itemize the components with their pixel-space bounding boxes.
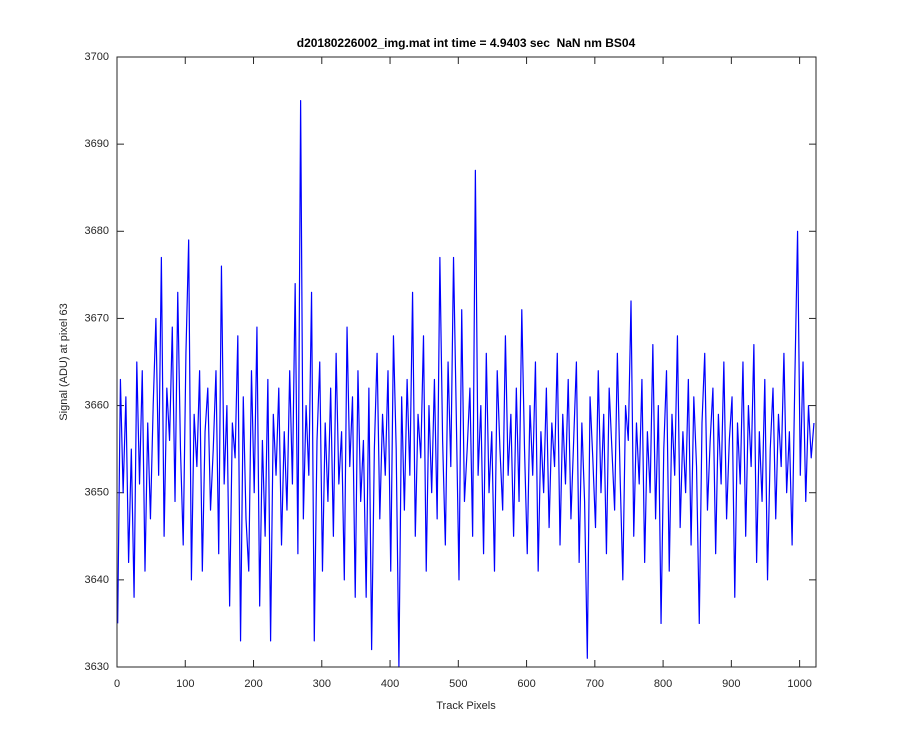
axes-box (116, 56, 817, 668)
x-tick-label: 600 (517, 678, 535, 690)
y-tick-label: 3640 (85, 574, 109, 586)
x-tick-label: 900 (722, 678, 740, 690)
x-tick-label: 500 (449, 678, 467, 690)
data-line (117, 99, 815, 668)
y-tick-label: 3630 (85, 661, 109, 673)
x-tick-label: 200 (244, 678, 262, 690)
chart-title: d20180226002_img.mat int time = 4.9403 s… (297, 36, 636, 50)
y-tick-label: 3690 (85, 138, 109, 150)
y-tick-label: 3680 (85, 225, 109, 237)
y-tick-label: 3670 (85, 312, 109, 324)
y-axis-label: Signal (ADU) at pixel 63 (58, 303, 70, 420)
x-tick-label: 400 (381, 678, 399, 690)
x-tick-label: 300 (313, 678, 331, 690)
x-tick-label: 700 (586, 678, 604, 690)
x-axis-label: Track Pixels (436, 700, 496, 712)
y-tick-label: 3650 (85, 487, 109, 499)
x-tick-label: 800 (654, 678, 672, 690)
x-tick-label: 1000 (787, 678, 811, 690)
y-tick-label: 3660 (85, 399, 109, 411)
x-tick-label: 0 (114, 678, 120, 690)
y-tick-label: 3700 (85, 51, 109, 63)
x-tick-label: 100 (176, 678, 194, 690)
